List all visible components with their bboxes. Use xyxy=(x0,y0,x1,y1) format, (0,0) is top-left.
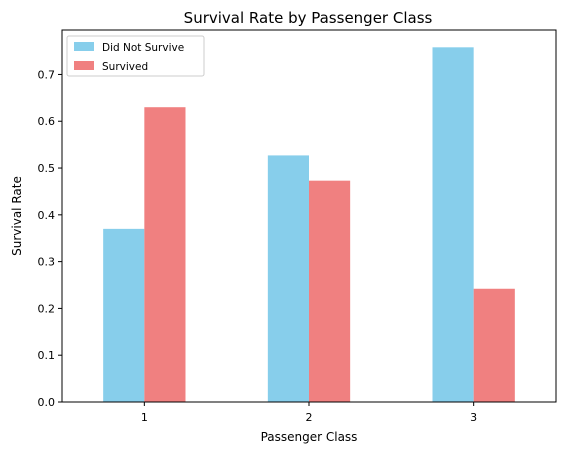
y-axis: 0.0 0.1 0.2 0.3 0.4 0.5 0.6 0.7 xyxy=(38,68,62,409)
bar-survived-class-2 xyxy=(309,180,351,402)
y-tick-label: 0.1 xyxy=(38,349,56,362)
y-tick-label: 0.5 xyxy=(38,162,56,175)
y-tick-label: 0.4 xyxy=(38,209,56,222)
legend-label: Did Not Survive xyxy=(102,42,184,54)
x-axis: 1 2 3 xyxy=(141,402,477,424)
bar-did-not-survive-class-2 xyxy=(267,155,309,402)
legend-swatch xyxy=(74,42,94,51)
bar-survived-class-3 xyxy=(473,288,515,402)
bar-did-not-survive-class-3 xyxy=(432,47,474,403)
x-tick-label: 3 xyxy=(470,411,477,424)
bar-survived-class-1 xyxy=(144,107,186,402)
x-tick-label: 2 xyxy=(306,411,313,424)
chart-title: Survival Rate by Passenger Class xyxy=(184,9,433,27)
bar-did-not-survive-class-1 xyxy=(103,228,145,402)
x-tick-label: 1 xyxy=(141,411,148,424)
y-axis-label: Survival Rate xyxy=(10,176,24,256)
y-tick-label: 0.7 xyxy=(38,68,56,81)
x-axis-label: Passenger Class xyxy=(261,430,358,444)
y-tick-label: 0.6 xyxy=(38,115,56,128)
legend-label: Survived xyxy=(102,61,148,73)
y-tick-label: 0.2 xyxy=(38,302,56,315)
legend: Did Not Survive Survived xyxy=(66,35,205,77)
y-tick-label: 0.3 xyxy=(38,256,56,269)
bars-layer xyxy=(103,47,515,403)
y-tick-label: 0.0 xyxy=(38,396,56,409)
legend-box xyxy=(66,35,205,77)
legend-swatch xyxy=(74,61,94,70)
plot-frame xyxy=(61,29,557,403)
